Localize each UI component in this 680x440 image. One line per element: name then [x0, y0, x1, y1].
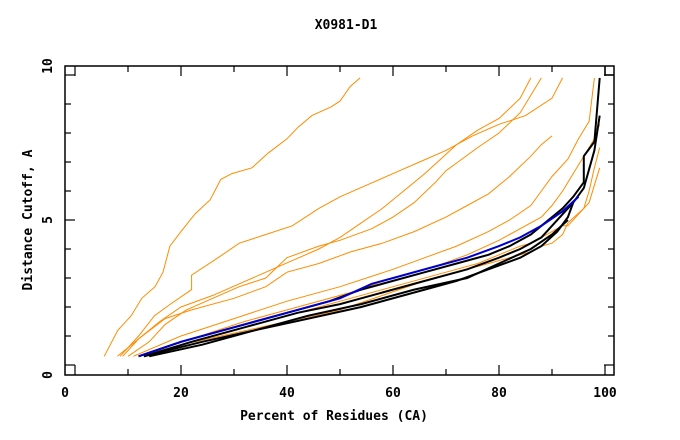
series-line-model-black-4 [143, 219, 569, 358]
y-tick-labels: 0 5 10 [41, 58, 56, 379]
series-line-model-orange-5 [117, 135, 553, 357]
y-axis-label: Distance Cutoff, A [21, 149, 36, 290]
series-line-model-black-2 [143, 115, 601, 358]
plot-frame [64, 65, 615, 376]
x-tick-label: 0 [61, 386, 69, 401]
series-line-model-orange-7 [138, 124, 601, 357]
x-tick-label: 20 [173, 386, 189, 401]
x-tick-label: 40 [279, 386, 295, 401]
y-tick-label: 0 [41, 371, 56, 379]
series-line-model-blue-1 [138, 196, 580, 358]
x-tick-labels: 0 20 40 60 80 100 [61, 386, 617, 401]
tick-layer [65, 66, 614, 375]
series-layer [103, 77, 601, 358]
series-line-model-orange-1 [103, 77, 361, 357]
x-tick-label: 80 [491, 386, 507, 401]
series-line-model-orange-3 [122, 77, 532, 357]
x-axis-label: Percent of Residues (CA) [240, 409, 428, 424]
series-line-model-orange-4 [127, 77, 542, 357]
series-line-model-orange-2 [119, 77, 564, 357]
series-line-model-orange-6 [133, 77, 595, 357]
chart-title: X0981-D1 [315, 18, 378, 33]
x-tick-label: 100 [593, 386, 617, 401]
x-tick-label: 60 [385, 386, 401, 401]
y-tick-label: 10 [41, 58, 56, 74]
y-tick-label: 5 [41, 216, 56, 224]
